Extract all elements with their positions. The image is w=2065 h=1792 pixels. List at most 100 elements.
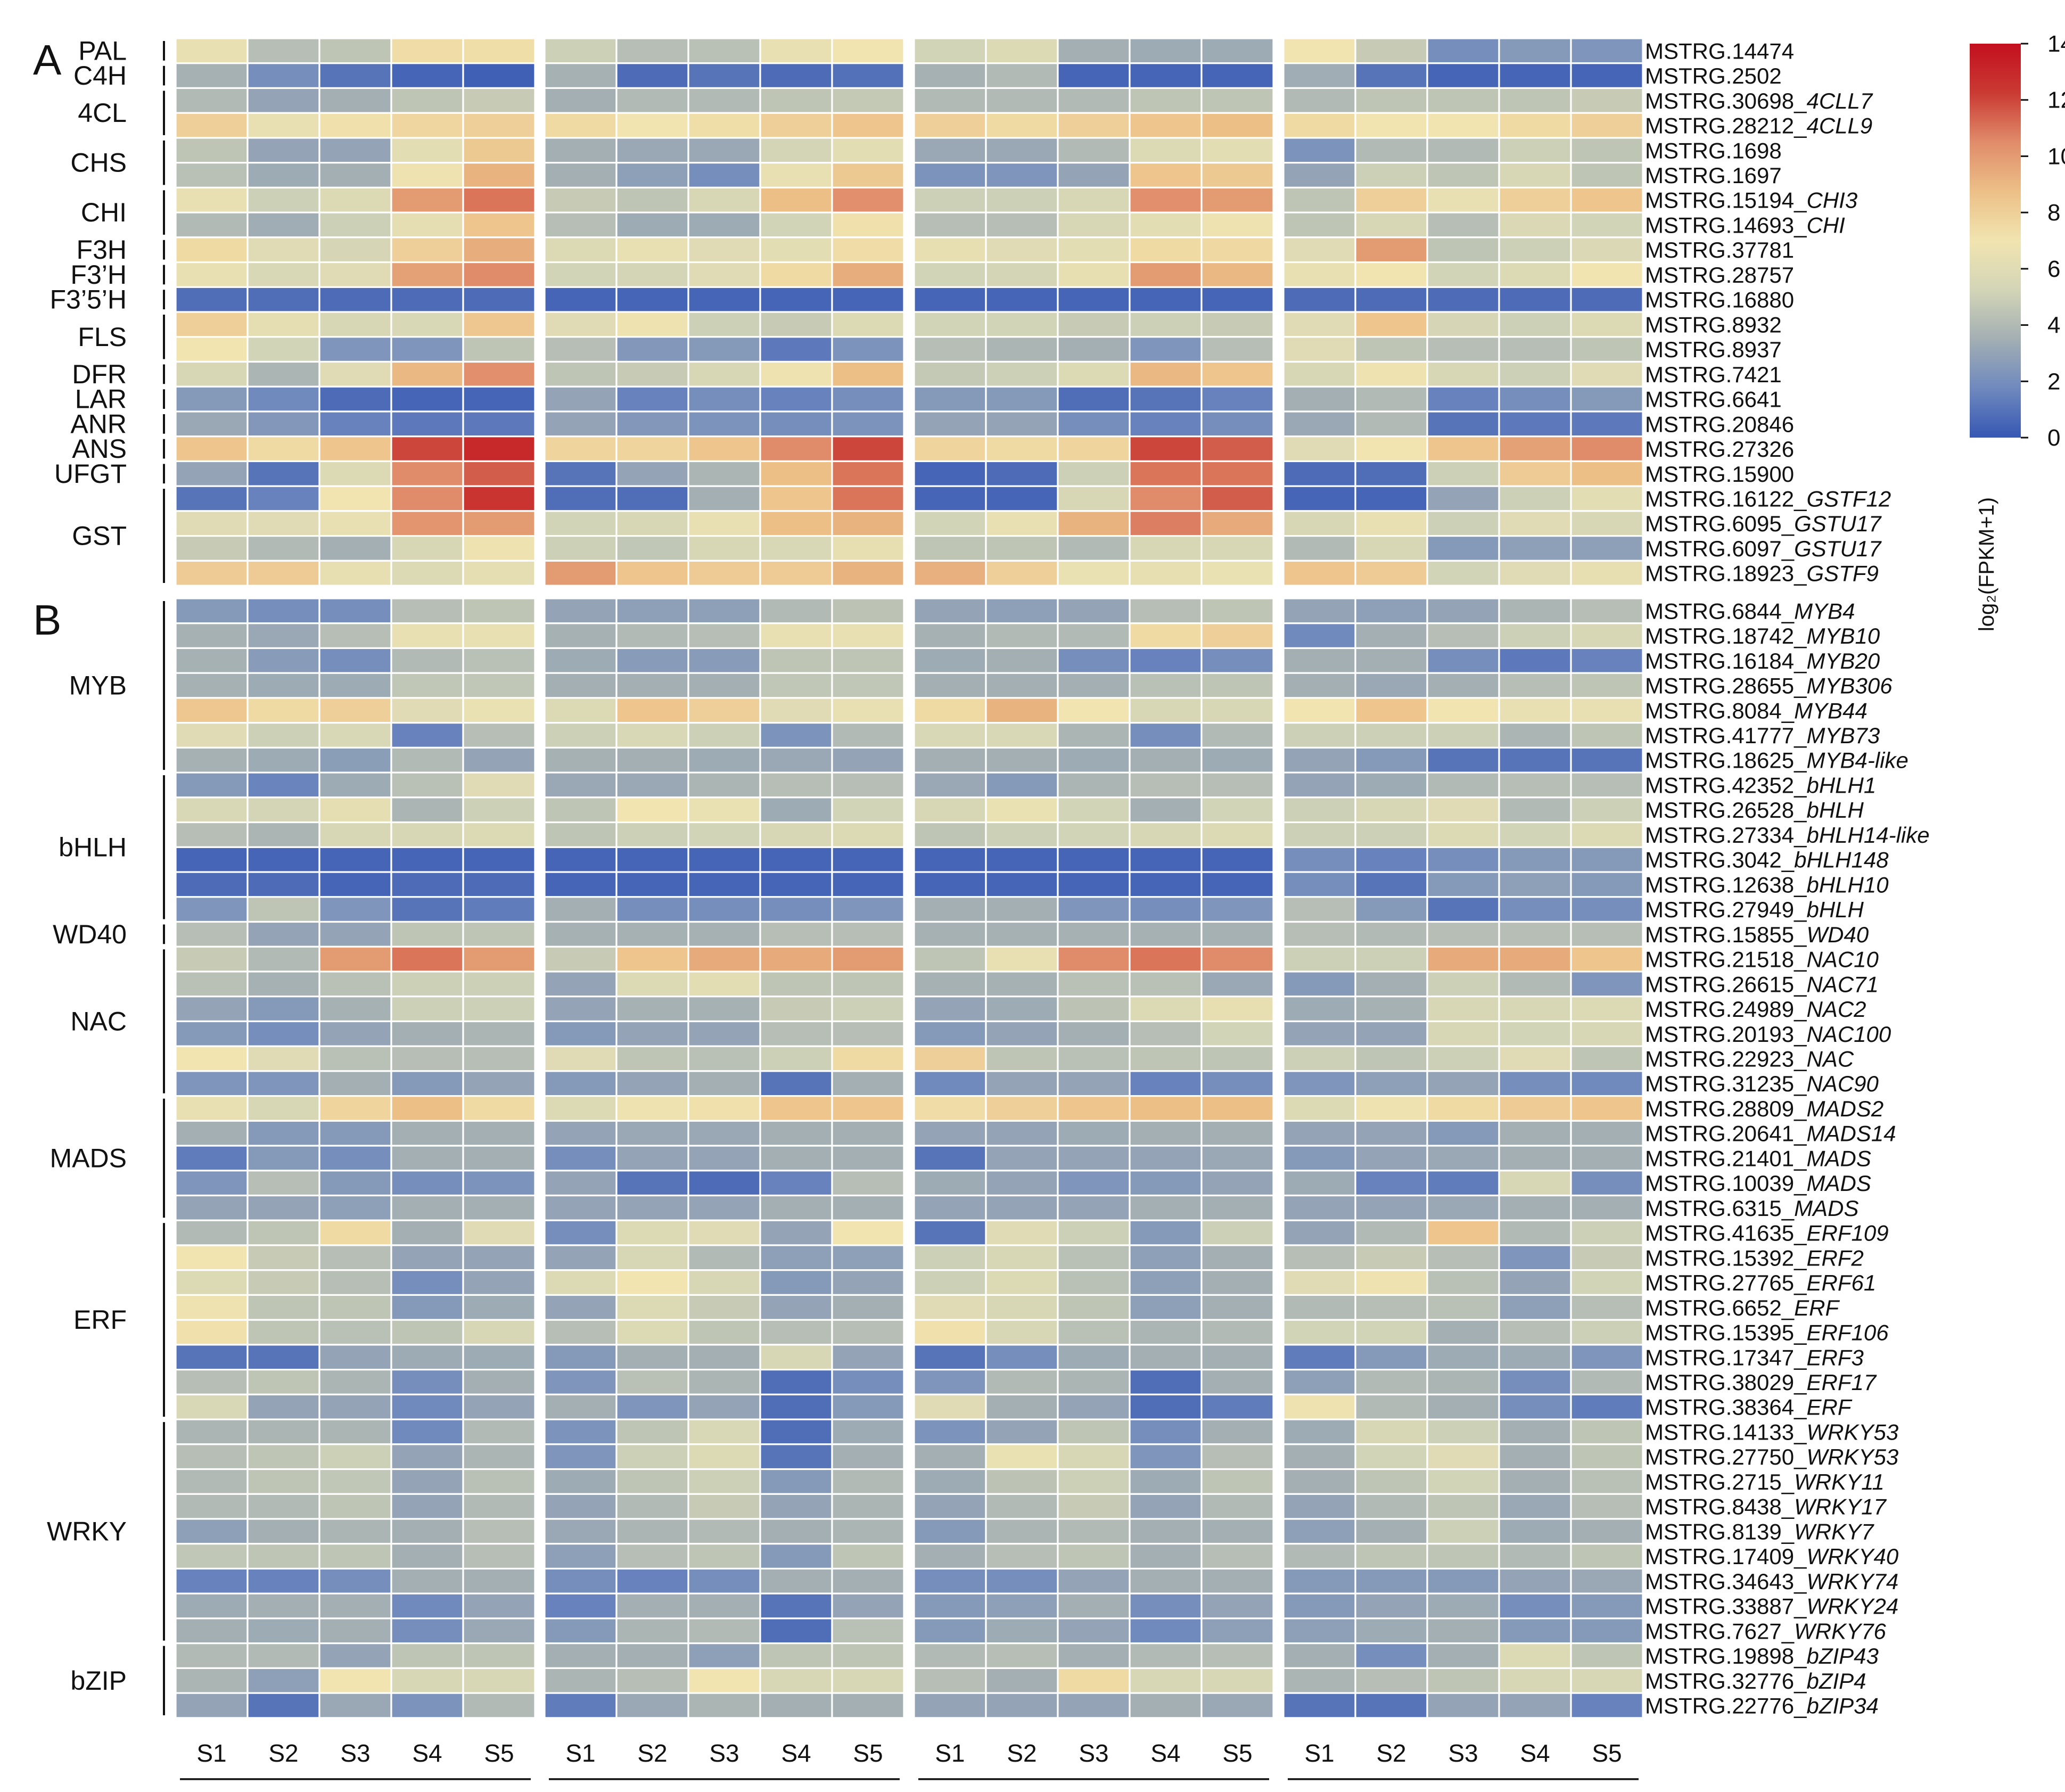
heatmap-cell: [1426, 871, 1500, 898]
heatmap-cell: [1200, 996, 1274, 1023]
heatmap-cell: [175, 996, 249, 1023]
heatmap-cell: [831, 1045, 905, 1072]
gene-id: MSTRG.15855: [1645, 922, 1794, 947]
heatmap-cell: [1426, 697, 1500, 724]
heatmap-cell: [1570, 261, 1644, 288]
heatmap-cell: [390, 211, 464, 239]
heatmap-cell: [1570, 510, 1644, 537]
heatmap-cell: [1498, 510, 1572, 537]
heatmap-cell: [1057, 1020, 1131, 1047]
heatmap-cell: [246, 87, 320, 114]
heatmap-cell: [1282, 336, 1356, 363]
heatmap-cell: [246, 597, 320, 624]
heatmap-cell: [1570, 796, 1644, 824]
heatmap-cell: [1570, 1418, 1644, 1445]
heatmap-cell: [318, 1667, 392, 1694]
heatmap-cell: [759, 1667, 833, 1694]
heatmap-cell: [544, 1244, 618, 1271]
heatmap-cell: [318, 186, 392, 213]
heatmap-cell: [615, 672, 689, 699]
heatmap-cell: [1129, 162, 1203, 188]
heatmap-cell: [544, 672, 618, 699]
heatmap-cell: [1200, 37, 1274, 64]
heatmap-cell: [615, 112, 689, 139]
heatmap-cell: [175, 672, 249, 699]
heatmap-cell: [175, 846, 249, 873]
heatmap-cell: [1129, 1468, 1203, 1495]
colorbar-tick-label: 8: [2047, 200, 2060, 226]
heatmap-cell: [1129, 1120, 1203, 1147]
heatmap-cell: [390, 1468, 464, 1495]
heatmap-cell: [831, 1443, 905, 1470]
heatmap-cell: [1129, 186, 1203, 213]
gene-id: MSTRG.12638: [1645, 872, 1794, 897]
heatmap-cell: [1129, 1692, 1203, 1719]
heatmap-cell: [462, 1543, 536, 1570]
heatmap-cell: [318, 1344, 392, 1371]
heatmap-cell: [544, 1443, 618, 1470]
heatmap-cell: [1057, 286, 1131, 313]
heatmap-cell: [390, 1219, 464, 1246]
heatmap-cell: [390, 946, 464, 973]
heatmap-cell: [544, 647, 618, 674]
heatmap-cell: [544, 871, 618, 898]
heatmap-cell: [831, 485, 905, 512]
heatmap-cell: [1354, 286, 1428, 313]
heatmap-cell: [1570, 1219, 1644, 1246]
heatmap-cell: [1498, 796, 1572, 824]
heatmap-cell: [318, 37, 392, 64]
heatmap-cell: [759, 137, 833, 164]
heatmap-cell: [1282, 510, 1356, 537]
heatmap-cell: [462, 385, 536, 413]
gene-id: MSTRG.18742: [1645, 623, 1794, 648]
heatmap-cell: [246, 261, 320, 288]
heatmap-cell: [985, 1369, 1059, 1395]
heatmap-cell: [913, 1020, 987, 1047]
heatmap-cell: [390, 722, 464, 749]
gene-id: MSTRG.14474: [1645, 38, 1794, 63]
heatmap-cell: [462, 920, 536, 948]
heatmap-cell: [1282, 1667, 1356, 1694]
gene-label: MSTRG.30698_4CLL7: [1645, 88, 1873, 113]
heatmap-cell: [1282, 560, 1356, 587]
heatmap-cell: [1282, 162, 1356, 188]
heatmap-cell: [1057, 261, 1131, 288]
gene-separator: _: [1793, 1668, 1807, 1694]
heatmap-cell: [1498, 360, 1572, 388]
heatmap-cell: [462, 1070, 536, 1097]
gene-symbol: bHLH: [1806, 897, 1864, 922]
heatmap-cell: [985, 1120, 1059, 1147]
heatmap-cell: [985, 311, 1059, 338]
heatmap-cell: [1200, 1443, 1274, 1470]
heatmap-cell: [759, 1692, 833, 1719]
heatmap-cell: [1570, 647, 1644, 674]
heatmap-cell: [1570, 1120, 1644, 1147]
heatmap-cell: [759, 1369, 833, 1395]
heatmap-cell: [318, 1244, 392, 1271]
heatmap-cell: [615, 37, 689, 64]
heatmap-cell: [1282, 87, 1356, 114]
heatmap-cell: [175, 62, 249, 89]
heatmap-cell: [687, 1493, 761, 1520]
category-label: bZIP: [70, 1666, 127, 1696]
heatmap-cell: [1354, 137, 1428, 164]
heatmap-cell: [985, 1095, 1059, 1122]
stage-tick-label: S2: [1007, 1739, 1036, 1767]
heatmap-cell: [1057, 1667, 1131, 1694]
heatmap-cell: [1057, 946, 1131, 973]
heatmap-cell: [615, 186, 689, 213]
heatmap-cell: [831, 1393, 905, 1420]
heatmap-cell: [913, 1344, 987, 1371]
heatmap-cell: [615, 1369, 689, 1395]
heatmap-cell: [390, 1319, 464, 1346]
heatmap-cell: [1570, 435, 1644, 463]
heatmap-cell: [759, 162, 833, 188]
gene-symbol: WRKY76: [1794, 1618, 1886, 1643]
heatmap-cell: [462, 1269, 536, 1296]
heatmap-cell: [544, 1045, 618, 1072]
heatmap-cell: [615, 796, 689, 824]
heatmap-cell: [462, 560, 536, 587]
heatmap-cell: [544, 87, 618, 114]
heatmap-cell: [687, 410, 761, 438]
heatmap-cell: [1570, 410, 1644, 438]
